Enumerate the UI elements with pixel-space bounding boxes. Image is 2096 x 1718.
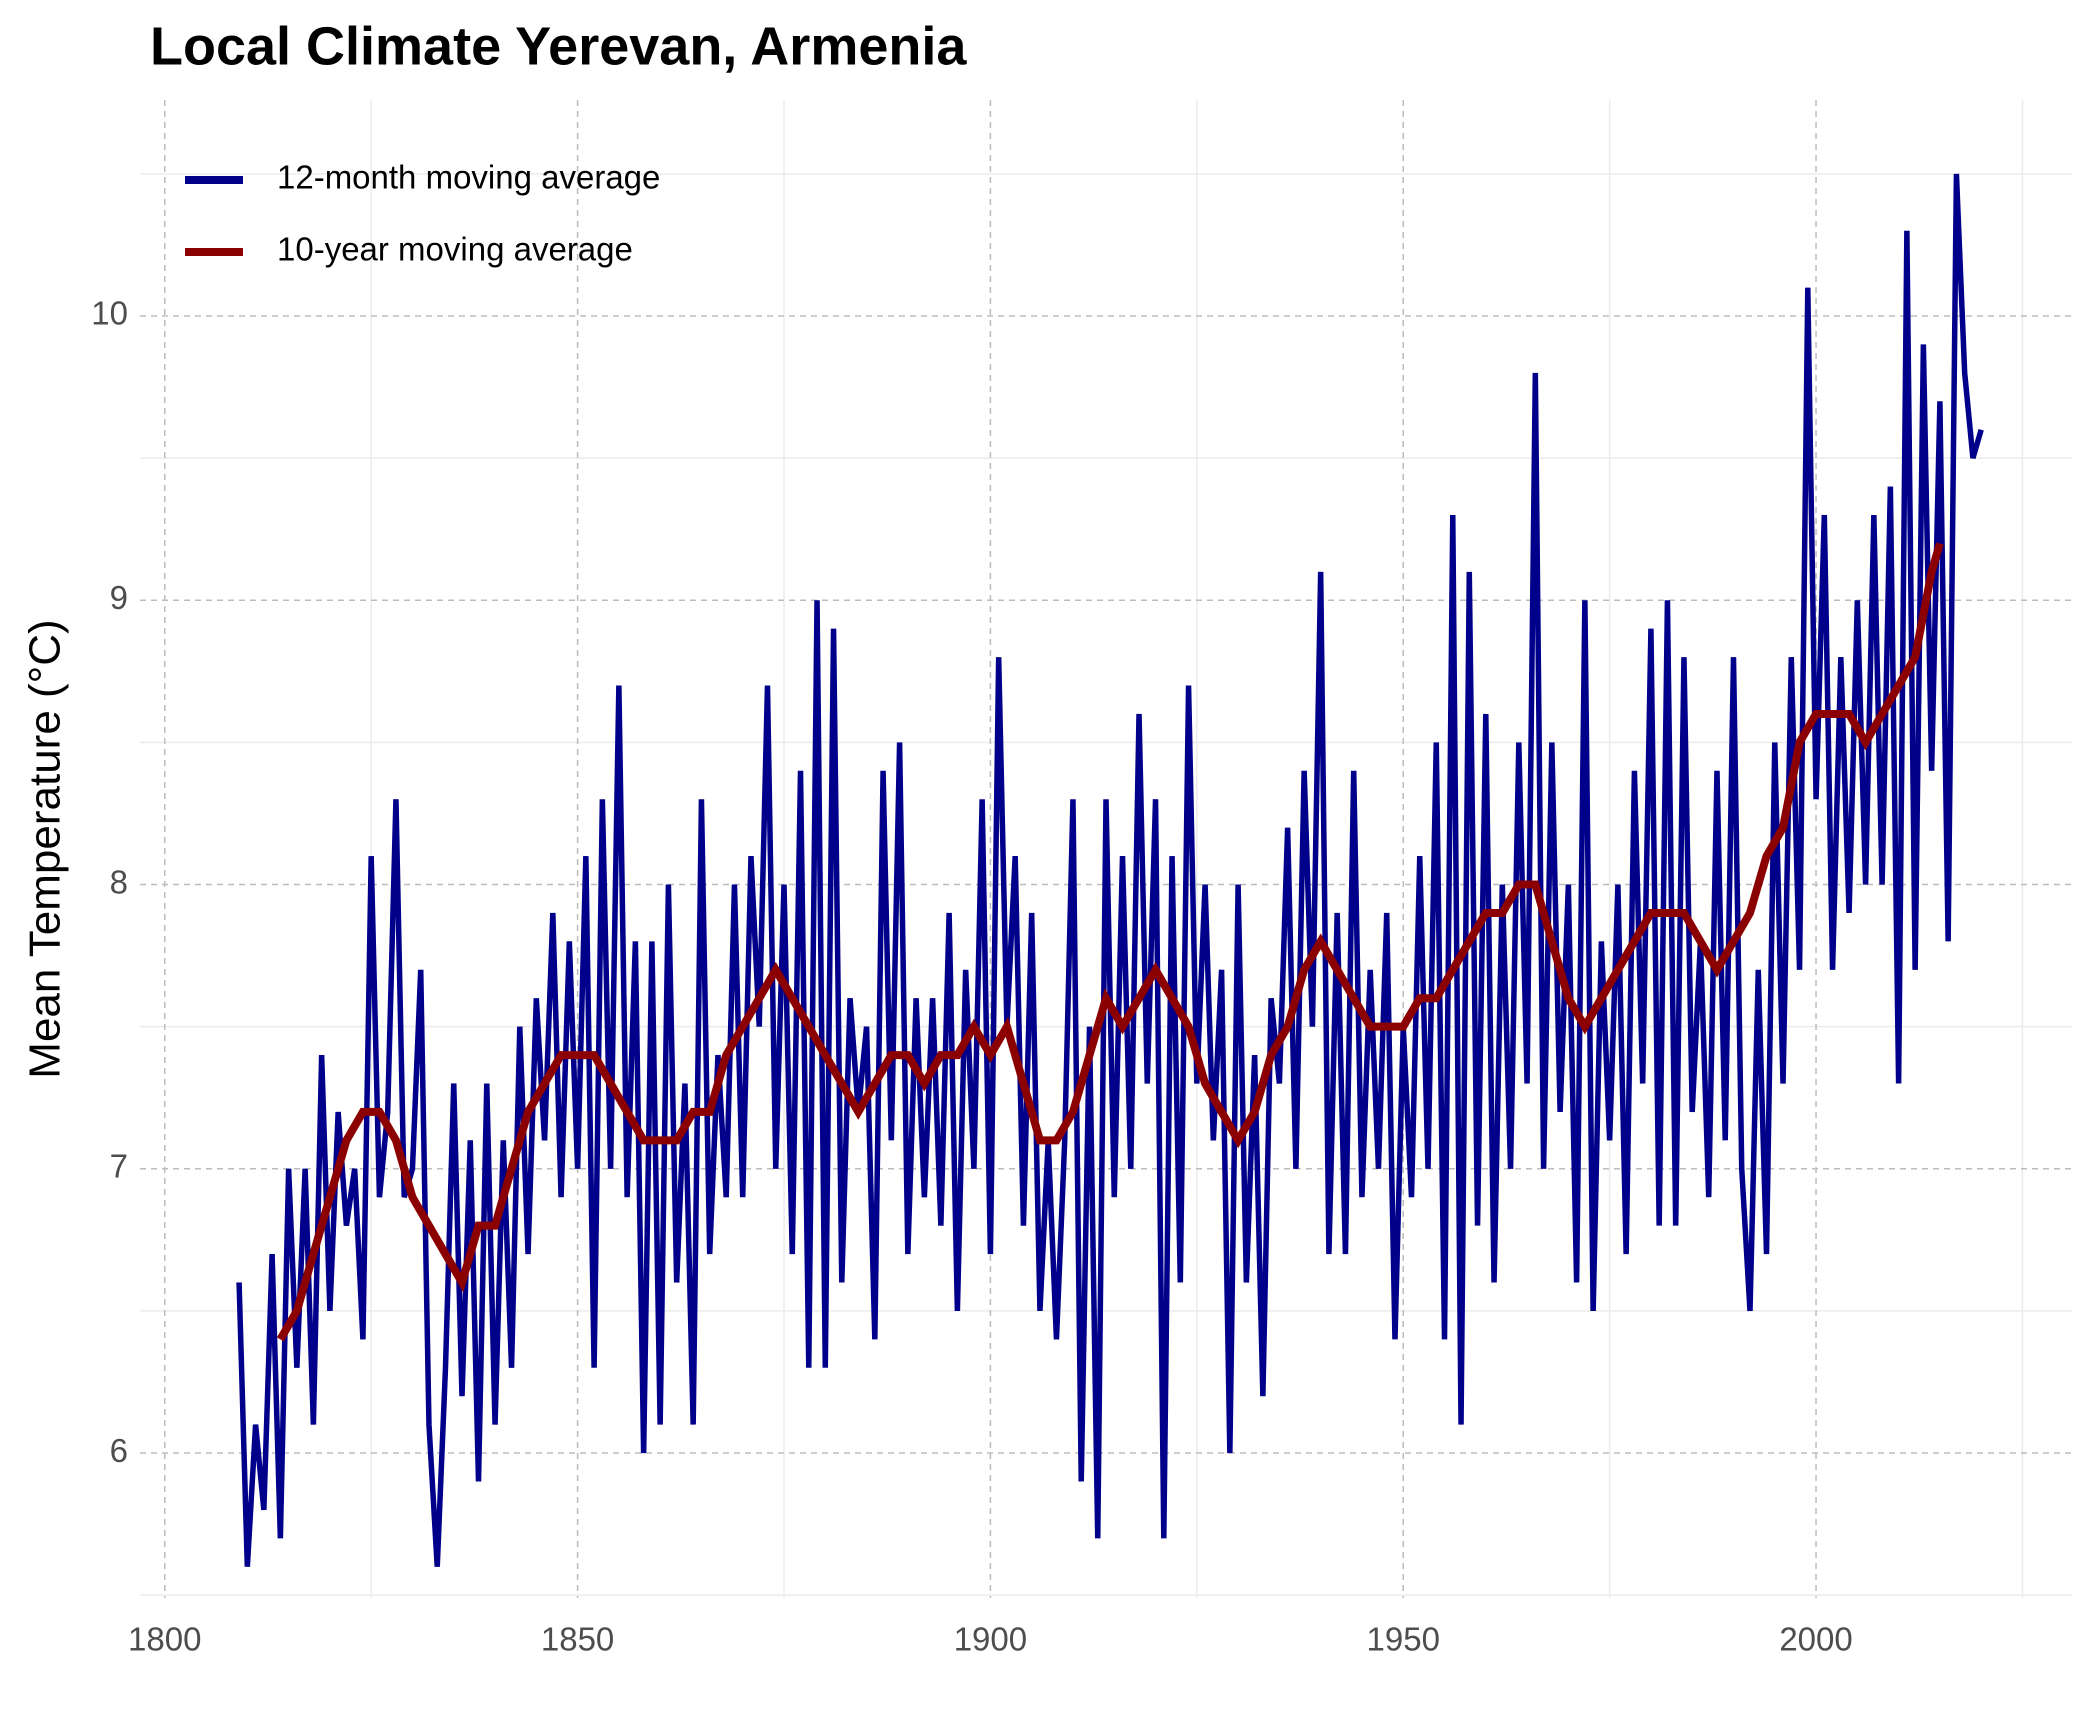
x-tick-label: 1950: [1367, 1621, 1440, 1658]
series-line: [276, 542, 1944, 1342]
series-line: [236, 173, 1984, 1567]
y-tick-label: 6: [110, 1432, 128, 1469]
legend-label: 10-year moving average: [277, 231, 633, 268]
x-tick-label: 1850: [541, 1621, 614, 1658]
y-tick-label: 8: [110, 863, 128, 900]
y-axis-title: Mean Temperature (°C): [21, 619, 70, 1078]
y-tick-label: 7: [110, 1148, 128, 1185]
y-tick-label: 9: [110, 579, 128, 616]
legend-label: 12-month moving average: [277, 159, 660, 196]
y-tick-label: 10: [91, 295, 128, 332]
x-tick-label: 2000: [1779, 1621, 1852, 1658]
chart-title: Local Climate Yerevan, Armenia: [150, 16, 967, 76]
x-tick-label: 1900: [954, 1621, 1027, 1658]
x-tick-label: 1800: [128, 1621, 201, 1658]
grid: [140, 100, 2072, 1598]
